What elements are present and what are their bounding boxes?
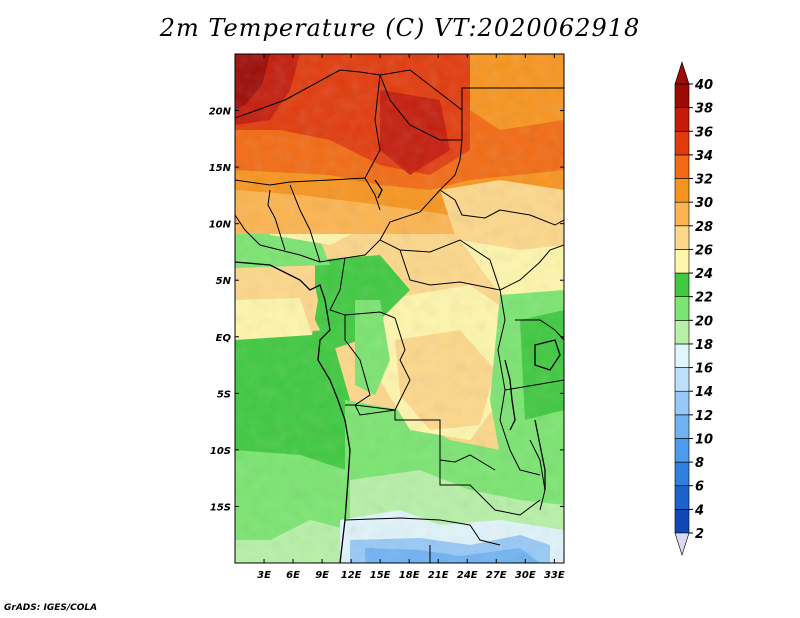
border-chad-south xyxy=(439,189,501,219)
border-benin xyxy=(267,189,286,251)
lon-tick-label: 24E xyxy=(457,570,478,581)
coastline xyxy=(235,179,561,563)
lat-tick-label: 20N xyxy=(209,107,232,118)
lat-tick-label: 10S xyxy=(210,446,231,457)
lake-chad xyxy=(374,179,383,199)
colorbar-label: 2 xyxy=(695,527,704,542)
border-tanzania xyxy=(504,379,564,391)
border-uganda xyxy=(515,319,564,341)
lon-tick-label: 9E xyxy=(315,570,329,581)
colorbar-label: 40 xyxy=(694,78,713,93)
country-borders xyxy=(235,69,564,563)
border-angola xyxy=(345,404,496,471)
border-zambia xyxy=(439,460,541,516)
border-namibia xyxy=(344,517,501,546)
border-libya xyxy=(379,69,463,140)
colorbar-segment xyxy=(674,178,690,203)
lon-axis: 3E 6E 9E 12E 15E 18E 21E 24E 27E 30E 33E xyxy=(257,54,565,581)
lon-tick-label: 3E xyxy=(257,570,271,581)
colorbar-label: 36 xyxy=(695,125,713,140)
colorbar-under-arrow xyxy=(674,532,690,556)
colorbar-segment xyxy=(674,509,690,534)
colorbar-label: 28 xyxy=(695,220,713,235)
lake-malawi xyxy=(534,419,546,490)
colorbar-segment xyxy=(674,438,690,463)
colorbar-segment xyxy=(674,201,690,227)
border-drc-west xyxy=(394,317,411,411)
border-car-top xyxy=(379,239,501,291)
colorbar-segment xyxy=(674,461,690,487)
colorbar-label: 20 xyxy=(695,314,713,329)
lat-tick-label: 5S xyxy=(217,389,231,400)
border-mali-niger xyxy=(235,177,381,211)
border-west-coast xyxy=(235,214,321,263)
colorbar-label: 24 xyxy=(695,267,713,282)
colorbar-label: 38 xyxy=(695,102,713,117)
field-texture xyxy=(235,54,564,563)
coastline-west-africa xyxy=(235,261,351,563)
colorbar-label: 22 xyxy=(695,291,713,306)
colorbar-segment xyxy=(674,130,690,156)
chart-title: 2m Temperature (C) VT:2020062918 xyxy=(159,14,641,42)
credit-text: GrADS: IGES/COLA xyxy=(4,603,98,613)
lon-tick-label: 18E xyxy=(399,570,420,581)
lon-tick-label: 6E xyxy=(286,570,300,581)
colorbar-over-arrow xyxy=(674,61,690,85)
colorbar-label: 18 xyxy=(695,338,713,353)
colorbar-segment xyxy=(674,107,690,132)
border-south-sudan xyxy=(499,244,564,291)
lon-tick-label: 33E xyxy=(544,570,565,581)
border-drc-east xyxy=(497,289,541,476)
colorbar-segment xyxy=(674,83,690,108)
colorbar-segment xyxy=(674,272,690,297)
lon-tick-label: 12E xyxy=(341,570,362,581)
lat-tick-label: 10N xyxy=(209,220,232,231)
colorbar-label: 8 xyxy=(695,456,704,471)
lat-axis: 20N 15N 10N 5N EQ 5S 10S 15S xyxy=(209,107,564,513)
border-car-bottom xyxy=(399,249,501,291)
colorbar-segment xyxy=(674,225,690,250)
border-nigeria xyxy=(289,184,441,263)
lon-tick-label: 30E xyxy=(515,570,536,581)
colorbar-segment xyxy=(674,296,690,321)
border-cameroon xyxy=(329,257,396,319)
border-sudan-east xyxy=(499,209,564,226)
lake-tanganyika xyxy=(504,359,516,431)
lat-tick-label: EQ xyxy=(216,333,232,344)
colorbar-segment xyxy=(674,367,690,392)
colorbar-label: 12 xyxy=(695,409,713,424)
colorbar-label: 26 xyxy=(695,243,713,258)
colorbar-label: 6 xyxy=(695,480,704,495)
colorbar-segment xyxy=(674,414,690,439)
lat-tick-label: 5N xyxy=(216,276,232,287)
colorbar-segment xyxy=(674,249,690,274)
colorbar-label: 4 xyxy=(694,503,704,518)
lon-tick-label: 27E xyxy=(486,570,507,581)
lat-tick-label: 15S xyxy=(210,502,231,513)
colorbar-segment xyxy=(674,154,690,179)
border-niger-south xyxy=(364,74,381,179)
colorbar-segment xyxy=(674,390,690,416)
colorbar-label: 30 xyxy=(695,196,713,211)
lon-tick-label: 15E xyxy=(370,570,391,581)
lon-tick-label: 21E xyxy=(428,570,449,581)
lake-victoria xyxy=(534,339,561,371)
colorbar-label: 16 xyxy=(695,362,713,377)
temperature-field xyxy=(235,54,564,563)
border-malawi xyxy=(529,439,546,511)
border-congo xyxy=(344,315,396,416)
colorbar-segment xyxy=(674,485,690,510)
colorbar-segment xyxy=(674,343,690,368)
colorbar-label: 10 xyxy=(695,432,713,447)
colorbar-label: 34 xyxy=(695,149,713,164)
map-frame xyxy=(234,53,565,564)
colorbar-label: 32 xyxy=(695,173,713,188)
colorbar-label: 14 xyxy=(695,385,713,400)
colorbar-segment xyxy=(674,320,690,345)
lat-tick-label: 15N xyxy=(209,163,232,174)
border-sudan xyxy=(439,139,463,191)
